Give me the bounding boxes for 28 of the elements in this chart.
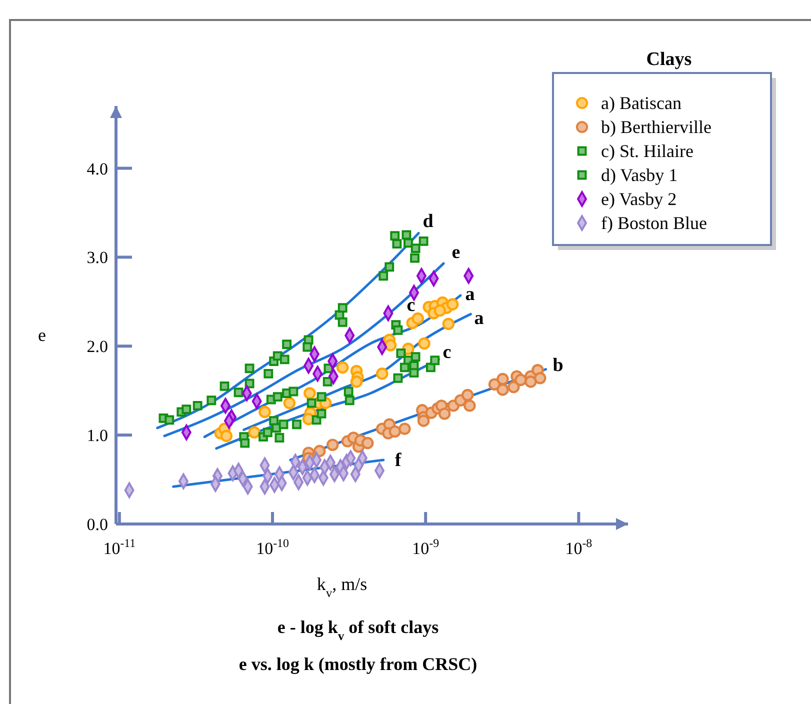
annotation: a [474, 308, 484, 329]
x-tick-label: 10$^{-10}$ [256, 536, 289, 558]
y-axis-title: e [38, 325, 46, 345]
y-tick-label: 0.0 [86, 515, 108, 534]
y-tick-label: 2.0 [86, 337, 108, 356]
y-tick-label: 3.0 [86, 248, 108, 268]
annotation: d [422, 211, 434, 232]
y-tick-label: 1.0 [86, 426, 108, 446]
x-tick-label: 10$^{-11}$ [103, 536, 136, 558]
y-tick-label: 4.0 [86, 159, 108, 178]
annotation: f [394, 450, 402, 471]
text: e vs. log k (mostly from CRSC) [238, 654, 478, 674]
annotation: c [406, 295, 416, 316]
legend-title: Clays [646, 49, 692, 70]
legend-label: e) Vasby 2 [601, 189, 677, 209]
text: e - log k$_{v}$ of soft clays [277, 617, 439, 643]
x-tick-label: 10$^{-9}$ [412, 536, 440, 558]
annotation: c [442, 342, 452, 363]
x-tick-label: 10$^{-8}$ [565, 536, 592, 558]
annotation: b [552, 355, 564, 376]
x-axis-title: k$_{v}$, m/s [316, 574, 368, 600]
legend-label: d) Vasby 1 [601, 165, 678, 185]
annotation: e [452, 242, 460, 263]
legend-label: b) Berthierville [601, 117, 712, 137]
legend-label: c) St. Hilaire [601, 141, 694, 161]
legend-label: a) Batiscan [601, 93, 682, 113]
annotation: a [465, 284, 476, 305]
legend-label: f) Boston Blue [601, 213, 708, 233]
